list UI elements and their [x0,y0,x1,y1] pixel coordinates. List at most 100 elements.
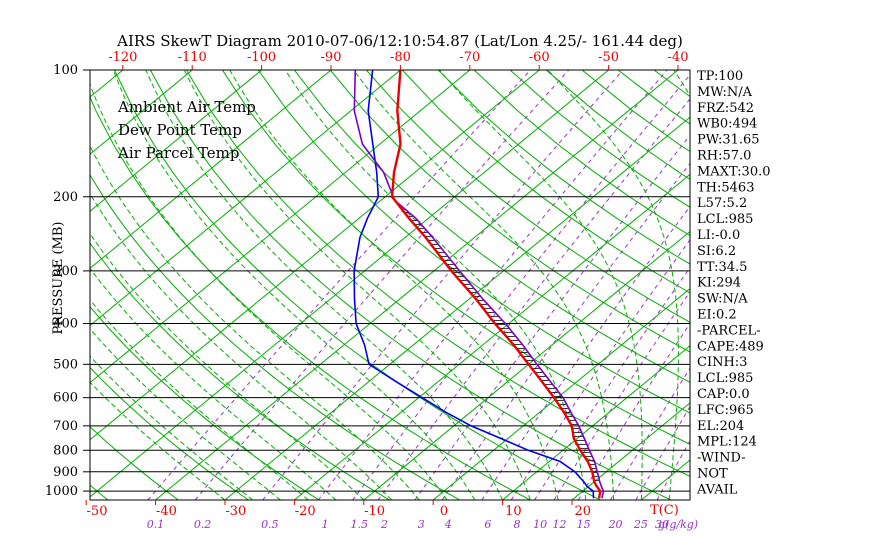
isotherm-line [90,70,540,441]
pressure-tick-label: 100 [53,63,78,78]
temp-axis-top: -120 -110 -100 -90 -80 -70 -60 -50 -40 [108,50,688,70]
mixing-ratio-tick-label: 10 [533,518,547,531]
mixing-ratio-lines [147,70,690,500]
stat-line: RH:57.0 [697,149,751,164]
dry-adiabat-line [221,70,690,445]
mixing-ratio-line [481,205,690,500]
isotherm-line [90,70,609,498]
dry-adiabat-line [401,70,690,294]
mixing-ratio-line [377,98,690,500]
mixing-ratio-line [609,367,690,500]
dry-adiabat-line [149,70,672,500]
stat-line: LI:-0.0 [697,228,740,243]
pressure-tick-label: 800 [53,443,78,458]
mixing-ratio-tick-label: 6 [484,518,491,531]
mixing-ratio-tick-label: 3 [418,518,425,531]
mixing-ratio-line [510,238,690,500]
moist-adiabat-line [90,299,309,500]
mixing-ratio-tick-label: 8 [513,518,520,531]
moist-adiabat-lines [90,70,690,500]
temp-tick-top-label: -90 [321,50,342,65]
stat-line: LCL:985 [697,212,753,227]
isotherm-line [432,287,690,500]
stat-line: CAPE:489 [697,339,764,354]
moist-adiabat-line [145,70,504,500]
dry-adiabat-line [90,426,179,500]
isotherm-line [90,70,471,384]
temp-tick-bottom-label: 20 [575,504,592,519]
stat-line: CAP:0.0 [697,387,750,402]
temp-tick-bottom-label: 0 [440,504,448,519]
stat-line: AVAIL [696,482,738,497]
mixing-ratio-tick-label: 0.5 [261,518,279,531]
dry-adiabat-line [90,95,531,500]
stat-line: LCL:985 [697,371,753,386]
temp-tick-top-label: -110 [178,50,207,65]
temp-tick-bottom-label: 10 [505,504,522,519]
stat-line: MW:N/A [697,85,753,100]
stats-panel: TP:100MW:N/AFRZ:542WB0:494PW:31.65RH:57.… [696,69,771,497]
dry-adiabat-line [365,70,690,323]
stat-line: EL:204 [697,419,744,434]
temp-tick-bottom-label: -40 [156,504,177,519]
stat-line: EI:0.2 [697,308,737,323]
dry-adiabat-lines [90,70,690,500]
dry-adiabat-line [653,70,690,98]
pressure-tick-label: 900 [53,465,78,480]
dry-adiabat-line [437,70,690,265]
dry-adiabat-line [90,366,249,500]
mixing-ratio-tick-label: 0.2 [194,518,212,531]
dry-adiabat-line [293,70,690,383]
moist-adiabat-line [90,355,254,500]
moist-adiabat-line [90,192,392,500]
mixing-ratio-line [194,70,570,500]
legend: Ambient Air Temp Dew Point Temp Air Parcel… [117,98,256,162]
isotherm-line [90,70,262,212]
stat-line: -PARCEL- [697,323,761,338]
plot-area [0,70,690,500]
mixing-ratio-tick-label: 1.5 [351,518,369,531]
dew-point-temp-curve [353,70,595,499]
moist-adiabat-line [229,70,559,500]
isotherm-line [155,70,679,500]
mixing-ratio-line [352,74,690,500]
moist-adiabat-line [284,70,587,500]
stat-line: CINH:3 [697,355,747,370]
moist-adiabat-line [112,70,476,500]
stat-line: PW:31.65 [697,133,760,148]
mixing-ratio-tick-label: 0.1 [147,518,165,531]
mixing-ratio-line [656,439,690,500]
dry-adiabat-line [90,305,320,500]
temp-axis-bottom: -50 -40 -30 -20 -10 0 10 20 [85,500,592,519]
isotherm-line [0,70,53,500]
mixing-ratio-tick-label: 4 [444,518,452,531]
pressure-axis: 100 200 300 400 500 600 700 800 900 1000 [45,63,90,499]
mixing-ratio-tick-label: 20 [608,518,623,531]
stat-line: TH:5463 [697,180,754,195]
temp-tick-bottom-label: -30 [225,504,246,519]
pressure-axis-label: PRESSURE (MB) [51,222,66,335]
temp-tick-top-label: -100 [247,50,276,65]
isotherm-line [294,173,690,500]
pressure-tick-label: 500 [53,357,78,372]
stat-line: TT:34.5 [697,260,747,275]
stat-line: NOT [697,467,728,482]
temp-tick-top-label: -60 [529,50,550,65]
mixing-ratio-tick-label: 2 [380,518,388,531]
pressure-tick-label: 200 [53,190,78,205]
temp-axis-unit-label: T(C) [650,503,679,518]
dry-adiabat-line [329,70,690,353]
chart-title: AIRS SkewT Diagram 2010-07-06/12:10:54.8… [116,32,683,50]
stat-line: KI:294 [697,276,741,291]
mixing-ratio-tick-label: 12 [552,518,566,531]
isotherm-line [90,70,332,270]
temp-tick-top-label: -50 [598,50,619,65]
stat-line: SW:N/A [697,292,748,307]
stat-line: LFC:965 [697,403,754,418]
temp-tick-top-label: -40 [668,50,689,65]
pressure-tick-label: 600 [53,391,78,406]
mixing-ratio-axis: 0.1 0.2 0.5 1 1.5 2 3 4 6 8 10 12 15 20 25 30 [147,518,669,531]
pressure-lines [90,70,690,492]
